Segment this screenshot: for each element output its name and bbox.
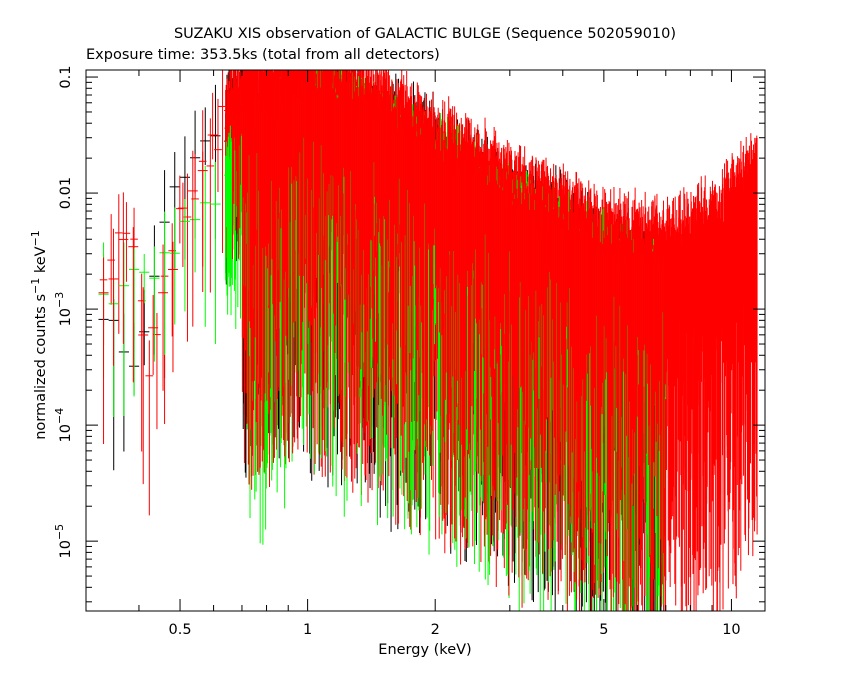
y-axis-label: normalized counts s−1 keV−1: [29, 230, 49, 440]
chart-title: SUZAKU XIS observation of GALACTIC BULGE…: [174, 26, 676, 42]
chart-subtitle: Exposure time: 353.5ks (total from all d…: [86, 47, 440, 63]
data-layer: [98, 70, 758, 611]
y-tick-label: 0.1: [58, 66, 74, 89]
x-tick-label: 2: [431, 622, 440, 638]
x-axis-label: Energy (keV): [378, 642, 471, 658]
y-tick-label: 10−3: [53, 292, 74, 327]
series-1: [98, 70, 758, 611]
x-tick-label: 5: [599, 622, 608, 638]
x-tick-label: 1: [303, 622, 312, 638]
plot-frame: [85, 69, 766, 612]
y-tick-label: 10−5: [53, 524, 74, 559]
y-tick-label: 0.01: [58, 177, 74, 209]
x-tick-label: 0.5: [168, 622, 191, 638]
x-tick-label: 10: [722, 622, 740, 638]
tick-layer: 0.5 1 2 5 10 0.1 0.01 10−3 10−4 10−5: [53, 66, 765, 638]
y-tick-label: 10−4: [53, 408, 74, 443]
